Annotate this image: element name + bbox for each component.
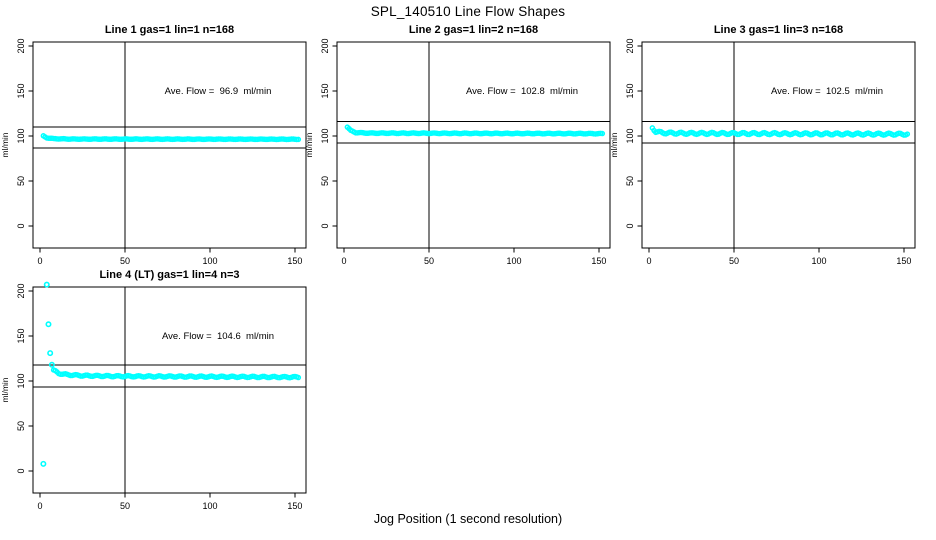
y-tick-label: 50 bbox=[16, 176, 26, 186]
x-tick-label: 100 bbox=[202, 501, 217, 511]
y-tick-label: 0 bbox=[320, 224, 330, 229]
panel-3-title: Line 3 gas=1 lin=3 n=168 bbox=[713, 24, 844, 36]
plot-box bbox=[32, 41, 307, 249]
y-tick-label: 200 bbox=[16, 283, 26, 298]
x-tick-label: 0 bbox=[646, 256, 651, 266]
plot-area-group: 0 50 100 150 0 50 100 150 200 ml/min bbox=[0, 281, 307, 511]
data-points-group bbox=[40, 281, 302, 467]
reference-lines-group bbox=[33, 287, 306, 493]
data-point-outlier bbox=[40, 460, 47, 467]
plot-box bbox=[336, 41, 611, 249]
plot-area-group: 0 50 100 150 0 50 100 150 200 ml/min bbox=[0, 38, 307, 266]
x-tick-label: 50 bbox=[424, 256, 434, 266]
figure-title: SPL_140510 Line Flow Shapes bbox=[370, 4, 566, 19]
y-tick-label: 150 bbox=[625, 83, 635, 98]
y-tick-label: 100 bbox=[625, 128, 635, 143]
data-point bbox=[599, 130, 606, 137]
data-point-outlier bbox=[47, 350, 54, 357]
data-point bbox=[904, 131, 911, 137]
y-axis-label: ml/min bbox=[304, 132, 314, 157]
x-tick-label: 50 bbox=[120, 256, 130, 266]
y-tick-label: 0 bbox=[625, 224, 635, 229]
data-points-group bbox=[40, 133, 302, 143]
plot-area-group: 0 50 100 150 0 50 100 150 200 ml/min bbox=[609, 38, 916, 266]
reference-lines-group bbox=[642, 42, 915, 248]
y-tick-label: 0 bbox=[16, 224, 26, 229]
y-axis-ticks-group: 0 50 100 150 200 bbox=[320, 38, 337, 229]
y-tick-label: 100 bbox=[16, 373, 26, 388]
data-points-group bbox=[344, 124, 606, 137]
y-axis-label: ml/min bbox=[0, 132, 10, 157]
x-tick-label: 50 bbox=[120, 501, 130, 511]
plot-box bbox=[641, 41, 916, 249]
x-axis-ticks-group: 0 50 100 150 bbox=[341, 248, 606, 266]
y-axis-ticks-group: 0 50 100 150 200 bbox=[625, 38, 642, 229]
x-tick-label: 150 bbox=[896, 256, 911, 266]
reference-lines-group bbox=[337, 42, 610, 248]
panel-2-plot: 0 50 100 150 0 50 100 150 200 ml/min bbox=[304, 38, 611, 266]
panel-1-ave-flow-annotation: Ave. Flow = 96.9 ml/min bbox=[164, 86, 272, 97]
panel-3-plot: 0 50 100 150 0 50 100 150 200 ml/min bbox=[609, 38, 916, 266]
y-tick-label: 100 bbox=[16, 128, 26, 143]
x-tick-label: 0 bbox=[37, 501, 42, 511]
data-point-outlier bbox=[45, 321, 52, 328]
x-axis-ticks-group: 0 50 100 150 bbox=[37, 248, 302, 266]
x-tick-label: 100 bbox=[506, 256, 521, 266]
x-tick-label: 0 bbox=[341, 256, 346, 266]
x-axis-ticks-group: 0 50 100 150 bbox=[646, 248, 911, 266]
reference-lines-group bbox=[33, 42, 306, 248]
y-tick-label: 150 bbox=[320, 83, 330, 98]
panel-2-ave-flow-annotation: Ave. Flow = 102.8 ml/min bbox=[465, 86, 579, 97]
panel-4-ave-flow-annotation: Ave. Flow = 104.6 ml/min bbox=[161, 331, 275, 342]
x-axis-ticks-group: 0 50 100 150 bbox=[37, 493, 302, 511]
y-tick-label: 50 bbox=[320, 176, 330, 186]
x-tick-label: 100 bbox=[202, 256, 217, 266]
y-axis-ticks-group: 0 50 100 150 200 bbox=[16, 283, 33, 474]
panel-2-title: Line 2 gas=1 lin=2 n=168 bbox=[408, 24, 539, 36]
y-tick-label: 50 bbox=[16, 421, 26, 431]
data-points-group bbox=[649, 125, 911, 138]
plot-box bbox=[32, 286, 307, 494]
y-tick-label: 150 bbox=[16, 83, 26, 98]
y-tick-label: 150 bbox=[16, 328, 26, 343]
data-point bbox=[295, 136, 302, 143]
y-tick-label: 200 bbox=[16, 38, 26, 53]
data-point bbox=[295, 374, 302, 381]
x-tick-label: 150 bbox=[287, 501, 302, 511]
data-point-outlier bbox=[48, 361, 55, 368]
y-tick-label: 0 bbox=[16, 469, 26, 474]
plot-area-group: 0 50 100 150 0 50 100 150 200 ml/min bbox=[304, 38, 611, 266]
y-axis-label: ml/min bbox=[0, 377, 10, 402]
x-tick-label: 100 bbox=[811, 256, 826, 266]
shared-x-axis-label: Jog Position (1 second resolution) bbox=[373, 512, 563, 526]
y-axis-label: ml/min bbox=[609, 132, 619, 157]
y-tick-label: 200 bbox=[625, 38, 635, 53]
x-tick-label: 150 bbox=[287, 256, 302, 266]
panel-3-ave-flow-annotation: Ave. Flow = 102.5 ml/min bbox=[770, 86, 884, 97]
panel-1-title: Line 1 gas=1 lin=1 n=168 bbox=[104, 24, 235, 36]
y-tick-label: 100 bbox=[320, 128, 330, 143]
y-tick-label: 200 bbox=[320, 38, 330, 53]
panel-4-plot: 0 50 100 150 0 50 100 150 200 ml/min bbox=[0, 281, 307, 511]
y-axis-ticks-group: 0 50 100 150 200 bbox=[16, 38, 33, 229]
x-tick-label: 150 bbox=[591, 256, 606, 266]
x-tick-label: 50 bbox=[729, 256, 739, 266]
y-tick-label: 50 bbox=[625, 176, 635, 186]
data-point-outlier bbox=[43, 281, 50, 288]
panel-4-title: Line 4 (LT) gas=1 lin=4 n=3 bbox=[99, 269, 240, 281]
x-tick-label: 0 bbox=[37, 256, 42, 266]
panel-1-plot: 0 50 100 150 0 50 100 150 200 ml/min bbox=[0, 38, 307, 266]
